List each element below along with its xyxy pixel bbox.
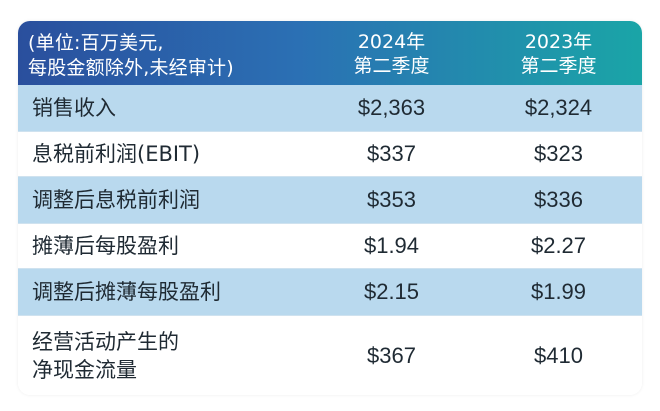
unit-note-line1: (单位:百万美元,: [28, 32, 164, 54]
row-label: 摊薄后每股盈利: [32, 234, 179, 258]
row-label: 销售收入: [32, 96, 116, 120]
value-2023: $323: [534, 141, 583, 166]
row-label-line2: 净现金流量: [32, 357, 137, 382]
value-2024: $353: [367, 187, 416, 212]
column-2023-year: 2023年: [524, 31, 593, 53]
value-2023: $1.99: [530, 279, 587, 304]
unit-note: (单位:百万美元, 每股金额除外,未经审计): [18, 21, 308, 85]
table-row-ebit: 息税前利润(EBIT) $337 $323: [18, 131, 642, 177]
row-label-line1: 经营活动产生的: [32, 329, 179, 354]
value-2024: $2.15: [363, 279, 420, 304]
value-2023: $410: [534, 342, 583, 368]
financial-summary-table: (单位:百万美元, 每股金额除外,未经审计) 2024年 第二季度 2023年 …: [18, 21, 642, 395]
column-header-2023: 2023年 第二季度: [475, 21, 642, 85]
table-row-operating-cash-flow: 经营活动产生的 净现金流量 $367 $410: [18, 315, 642, 395]
row-label: 经营活动产生的 净现金流量: [18, 328, 308, 384]
value-2023: $2,324: [524, 95, 593, 120]
row-label: 调整后息税前利润: [32, 188, 200, 212]
table-header: (单位:百万美元, 每股金额除外,未经审计) 2024年 第二季度 2023年 …: [18, 21, 642, 85]
value-2023: $336: [534, 187, 583, 212]
column-2024-quarter: 第二季度: [353, 55, 430, 77]
row-label: 息税前利润(EBIT): [32, 142, 201, 166]
unit-note-line2: 每股金额除外,未经审计): [28, 57, 234, 79]
value-2024: $1.94: [363, 233, 420, 258]
table-row-diluted-eps: 摊薄后每股盈利 $1.94 $2.27: [18, 223, 642, 269]
table-row-adjusted-ebit: 调整后息税前利润 $353 $336: [18, 177, 642, 223]
table-row-sales: 销售收入 $2,363 $2,324: [18, 85, 642, 131]
value-2024: $367: [367, 342, 416, 368]
table-row-adjusted-diluted-eps: 调整后摊薄每股盈利 $2.15 $1.99: [18, 269, 642, 315]
column-header-2024: 2024年 第二季度: [308, 21, 475, 85]
value-2024: $2,363: [357, 95, 426, 120]
column-2023-quarter: 第二季度: [520, 55, 597, 77]
row-label: 调整后摊薄每股盈利: [32, 280, 221, 304]
value-2023: $2.27: [530, 233, 587, 258]
column-2024-year: 2024年: [357, 31, 426, 53]
value-2024: $337: [367, 141, 416, 166]
